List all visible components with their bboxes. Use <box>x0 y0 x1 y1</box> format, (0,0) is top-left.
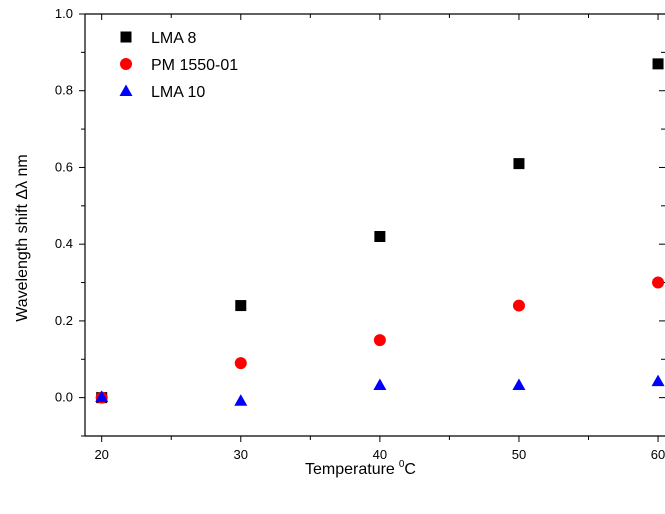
legend-label-pm-1550-01: PM 1550-01 <box>151 57 238 74</box>
legend-marker-pm-1550-01 <box>120 58 132 70</box>
y-tick-label: 0.4 <box>55 236 73 251</box>
ticks <box>79 13 665 442</box>
point-pm-1550-01 <box>373 334 386 347</box>
point-lma-8 <box>652 58 664 70</box>
x-tick-label: 60 <box>651 447 665 462</box>
x-axis-title-text: Temperature <box>305 461 395 478</box>
legend-marker-lma-8 <box>120 31 132 43</box>
point-lma-8 <box>374 231 386 243</box>
point-lma-10 <box>95 390 109 402</box>
point-lma-8 <box>513 158 525 170</box>
y-tick-label: 1.0 <box>55 6 73 21</box>
y-tick-label: 0.2 <box>55 313 73 328</box>
x-tick-label: 20 <box>94 447 108 462</box>
point-lma-10 <box>512 378 526 390</box>
y-axis-title: Wavelength shift Δλ nm <box>14 154 31 322</box>
y-tick-label: 0.0 <box>55 390 73 405</box>
y-tick-label: 0.8 <box>55 83 73 98</box>
axes <box>84 13 665 437</box>
x-axis-title: Temperature 0C <box>305 459 416 478</box>
point-lma-10 <box>651 374 665 387</box>
point-lma-8 <box>235 300 247 312</box>
point-lma-10 <box>373 378 387 390</box>
legend-label-lma-10: LMA 10 <box>151 84 205 101</box>
point-pm-1550-01 <box>652 276 665 289</box>
legend: LMA 8 PM 1550-01 LMA 10 <box>119 30 238 101</box>
tick-labels: 20 30 40 50 60 0.0 0.2 0.4 0.6 0.8 1.0 <box>55 6 665 462</box>
point-pm-1550-01 <box>234 357 247 370</box>
legend-marker-lma-10 <box>119 84 133 96</box>
y-tick-label: 0.6 <box>55 159 73 174</box>
x-tick-label: 30 <box>234 447 248 462</box>
point-lma-10 <box>234 394 248 406</box>
legend-label-lma-8: LMA 8 <box>151 30 196 47</box>
data-points <box>95 58 665 406</box>
x-tick-label: 40 <box>373 447 387 462</box>
x-axis-title-unit-sup: 0 <box>399 459 405 470</box>
point-pm-1550-01 <box>512 299 525 312</box>
x-tick-label: 50 <box>512 447 526 462</box>
x-axis-title-unit: C <box>404 461 416 478</box>
